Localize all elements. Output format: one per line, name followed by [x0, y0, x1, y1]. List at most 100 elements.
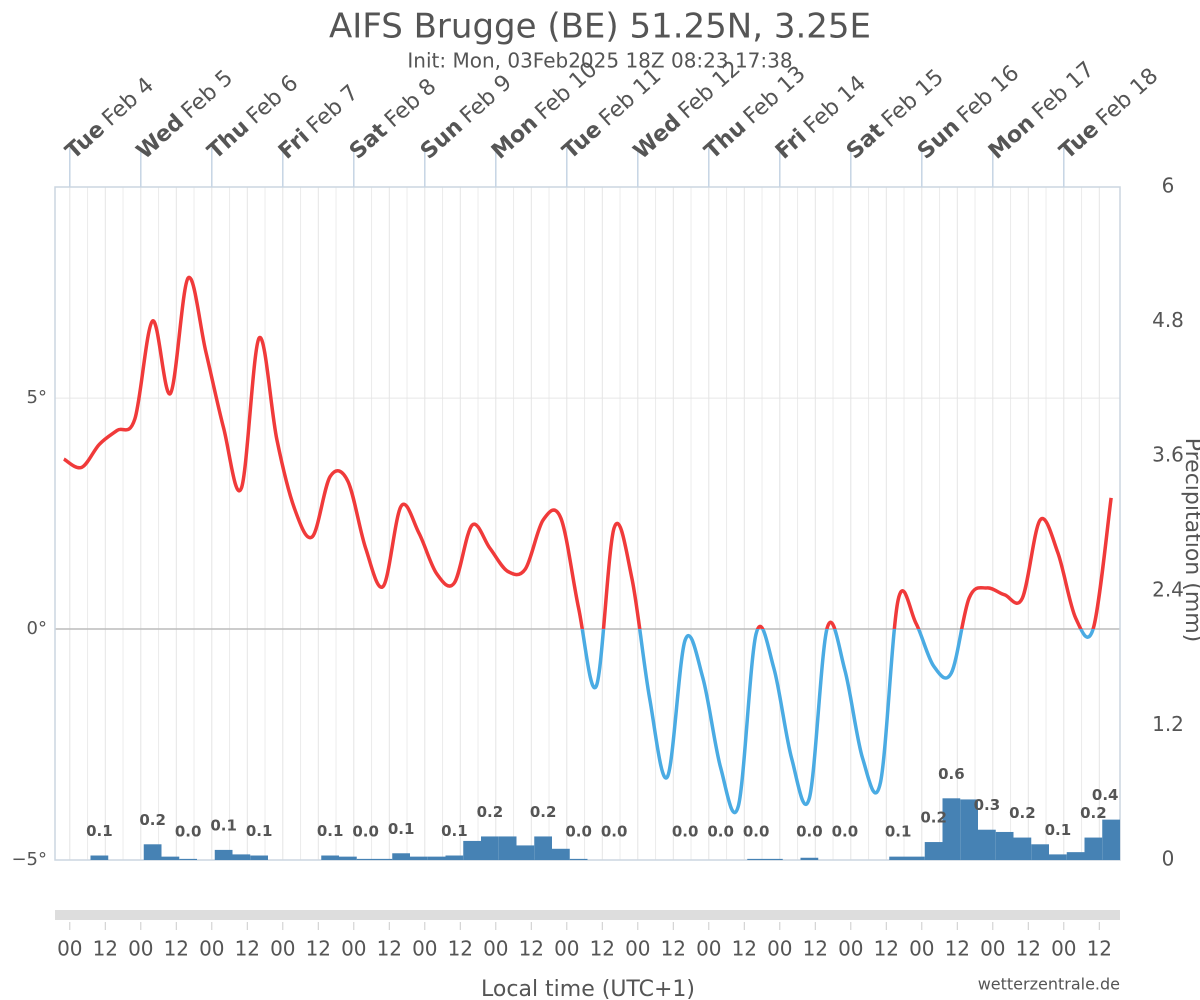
precip-total-label: 0.2: [477, 803, 504, 821]
x-tick-label: 12: [519, 937, 544, 961]
x-axis-label: Local time (UTC+1): [481, 977, 695, 1000]
x-tick-label: 12: [164, 937, 189, 961]
y2-tick-label: 4.8: [1152, 308, 1184, 332]
x-tick-label: 00: [412, 937, 437, 961]
precip-bar: [90, 855, 109, 860]
precip-bar: [569, 858, 588, 860]
credit: wetterzentrale.de: [978, 975, 1120, 994]
precip-bar: [179, 858, 197, 860]
x-tick-label: 12: [1016, 937, 1041, 961]
precip-bar: [143, 844, 162, 860]
precip-bar: [552, 848, 570, 860]
x-tick-label: 00: [625, 937, 650, 961]
precip-bar: [427, 856, 446, 860]
precip-total-label: 0.3: [974, 796, 1001, 814]
precip-total-label: 0.0: [707, 823, 734, 841]
precip-total-label: 0.4: [1092, 786, 1119, 804]
precip-total-label: 0.1: [86, 822, 113, 840]
y-tick-label: 5°: [27, 387, 47, 408]
precip-total-label: 0.0: [601, 823, 628, 841]
precip-total-label: 0.0: [743, 823, 770, 841]
x-tick-label: 00: [341, 937, 366, 961]
x-tick-label: 12: [306, 937, 331, 961]
precip-total-label: 0.1: [885, 823, 912, 841]
chart-subtitle: Init: Mon, 03Feb2025 18Z 08:23 17:38: [407, 49, 792, 73]
precip-total-label: 0.1: [246, 822, 273, 840]
precip-total-label: 0.2: [920, 809, 947, 827]
precip-total-label: 0.2: [1080, 804, 1107, 822]
x-tick-label: 00: [909, 937, 934, 961]
precip-bar: [995, 831, 1014, 860]
precip-total-label: 0.1: [441, 822, 468, 840]
x-tick-label: 12: [235, 937, 260, 961]
x-tick-label: 00: [483, 937, 508, 961]
precip-bar: [1013, 837, 1032, 860]
x-tick-label: 12: [803, 937, 828, 961]
y2-tick-label: 0: [1162, 847, 1175, 871]
x-tick-label: 12: [661, 937, 686, 961]
x-tick-label: 00: [554, 937, 579, 961]
precip-bar: [1066, 852, 1085, 860]
x-tick-label: 00: [838, 937, 863, 961]
precip-bar: [1102, 819, 1120, 860]
precip-total-label: 0.0: [352, 823, 379, 841]
precip-total-label: 0.1: [1045, 821, 1072, 839]
precip-bar: [392, 853, 410, 860]
precip-total-label: 0.0: [832, 823, 859, 841]
y2-tick-label: 6: [1162, 174, 1175, 198]
x-tick-label: 00: [1051, 937, 1076, 961]
x-tick-label: 00: [128, 937, 153, 961]
x-tick-label: 12: [874, 937, 899, 961]
precip-bar: [960, 799, 978, 860]
y2-tick-label: 2.4: [1152, 577, 1184, 601]
precip-total-label: 0.2: [530, 803, 557, 821]
precip-bar: [214, 849, 233, 860]
precip-total-label: 0.2: [139, 811, 166, 829]
precip-bar: [445, 855, 464, 860]
x-tick-label: 12: [732, 937, 757, 961]
y2-axis-label: Precipitation (mm): [1180, 438, 1200, 643]
precip-bar: [250, 855, 268, 860]
precip-bar: [1049, 854, 1067, 860]
x-tick-label: 00: [199, 937, 224, 961]
y2-tick-label: 1.2: [1152, 712, 1184, 736]
precip-bar: [481, 836, 499, 860]
x-tick-label: 12: [590, 937, 615, 961]
x-tick-label: 00: [696, 937, 721, 961]
precip-total-label: 0.0: [565, 823, 592, 841]
precip-total-label: 0.2: [1009, 804, 1036, 822]
precip-bar: [356, 858, 375, 860]
precip-total-label: 0.0: [796, 823, 823, 841]
precip-bar: [907, 856, 925, 860]
x-tick-label: 00: [980, 937, 1005, 961]
precip-bar: [800, 857, 819, 860]
precip-total-label: 0.0: [672, 823, 699, 841]
chart-title: AIFS Brugge (BE) 51.25N, 3.25E: [329, 7, 871, 47]
precip-bar: [942, 798, 961, 860]
x-tick-label: 00: [270, 937, 295, 961]
precip-bar: [410, 856, 428, 860]
precip-bar: [747, 858, 765, 860]
precip-total-label: 0.0: [175, 823, 202, 841]
precip-bar: [498, 836, 517, 860]
x-tick-label: 12: [945, 937, 970, 961]
x-tick-label: 00: [767, 937, 792, 961]
precip-bar: [374, 858, 393, 860]
precip-bar: [516, 845, 535, 860]
precip-bar: [232, 854, 251, 860]
precip-total-label: 0.1: [317, 822, 344, 840]
x-tick-label: 12: [377, 937, 402, 961]
y-tick-label: 0°: [27, 618, 47, 639]
precip-bar: [321, 855, 339, 860]
precip-bar: [534, 836, 552, 860]
precip-total-label: 0.6: [938, 765, 965, 783]
precip-bar: [889, 856, 907, 860]
y-tick-label: −5°: [11, 849, 47, 870]
x-tick-label: 00: [57, 937, 82, 961]
precip-total-label: 0.1: [388, 820, 415, 838]
x-tick-label: 12: [1087, 937, 1112, 961]
precip-bar: [1031, 844, 1049, 860]
precip-total-label: 0.1: [210, 816, 237, 834]
precip-bar: [978, 829, 996, 860]
